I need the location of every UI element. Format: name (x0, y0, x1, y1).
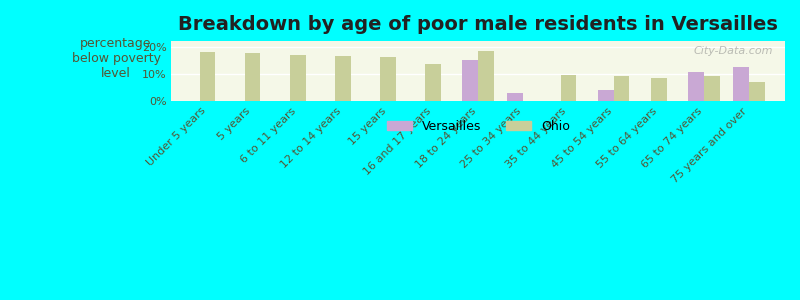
Bar (199, 52, 215, 101)
Bar (733, 67, 749, 101)
Bar (335, 56, 350, 101)
Bar (425, 64, 441, 101)
Bar (380, 57, 396, 101)
Bar (650, 78, 666, 101)
Bar (749, 82, 765, 101)
Bar (290, 55, 306, 101)
Bar (688, 72, 704, 101)
Legend: Versailles, Ohio: Versailles, Ohio (382, 115, 574, 138)
Bar (478, 51, 494, 101)
Bar (598, 90, 614, 101)
Bar (507, 93, 523, 101)
Bar (561, 75, 576, 101)
Bar (704, 76, 719, 101)
Text: City-Data.com: City-Data.com (694, 46, 773, 56)
Y-axis label: percentage
below poverty
level: percentage below poverty level (71, 37, 161, 80)
Title: Breakdown by age of poor male residents in Versailles: Breakdown by age of poor male residents … (178, 15, 778, 34)
Bar (245, 53, 261, 101)
Bar (614, 76, 630, 101)
Bar (462, 60, 478, 101)
